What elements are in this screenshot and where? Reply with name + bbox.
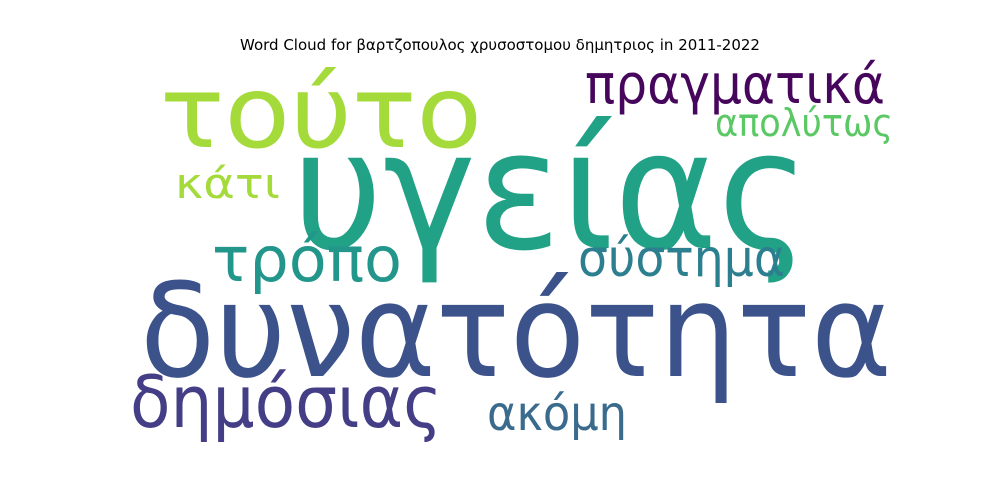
word-5: απολύτως: [715, 101, 893, 145]
word-2: δυνατότητα: [140, 255, 892, 407]
word-4: πραγματικά: [585, 53, 885, 116]
chart-title: Word Cloud for βαρτζοπουλος χρυσοστομου …: [240, 36, 760, 54]
word-7: τρόπο: [212, 223, 402, 296]
word-3: τούτο: [160, 54, 482, 171]
word-9: δημόσιας: [130, 360, 442, 444]
word-8: σύστημα: [578, 229, 785, 289]
word-10: ακόμη: [487, 386, 627, 442]
word-6: κάτι: [175, 159, 280, 208]
word-1: υγείας: [292, 95, 810, 287]
